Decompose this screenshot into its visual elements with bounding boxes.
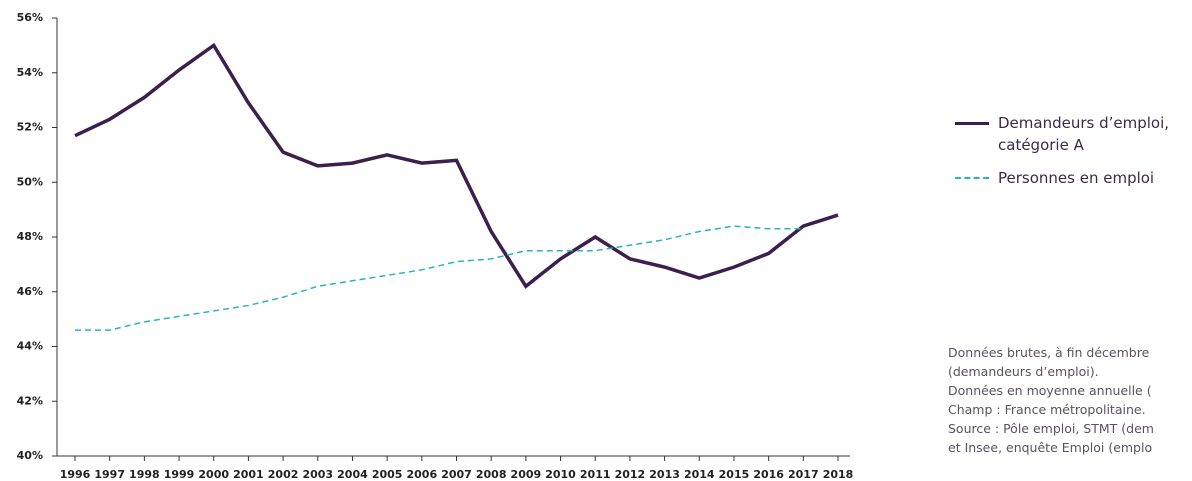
y-tick-label: 42% <box>17 394 43 407</box>
note-line: et Insee, enquête Emploi (emplo <box>948 440 1153 455</box>
series-line <box>75 225 804 331</box>
x-tick-label: 2016 <box>753 468 784 481</box>
note-line: Données brutes, à fin décembre <box>948 345 1150 360</box>
notes: Données brutes, à fin décembre (demandeur… <box>948 343 1154 457</box>
x-tick-label: 2012 <box>615 468 646 481</box>
legend-entry: Personnes en emploi <box>955 167 1178 189</box>
x-tick-label: 2002 <box>268 468 299 481</box>
x-tick-label: 2011 <box>580 468 611 481</box>
x-tick-label: 2009 <box>511 468 542 481</box>
x-tick-label: 2000 <box>198 468 229 481</box>
x-tick-label: 2015 <box>719 468 750 481</box>
x-tick-label: 2010 <box>545 468 576 481</box>
x-tick-label: 2018 <box>823 468 854 481</box>
x-tick-label: 2004 <box>337 468 368 481</box>
x-tick-label: 2001 <box>233 468 264 481</box>
note-line: (demandeurs d’emploi). <box>948 364 1099 379</box>
x-tick-label: 1998 <box>129 468 160 481</box>
note-line: Données en moyenne annuelle ( <box>948 383 1152 398</box>
y-tick-label: 52% <box>17 121 43 134</box>
x-tick-label: 1996 <box>60 468 91 481</box>
x-tick-label: 1997 <box>94 468 125 481</box>
legend-swatch <box>955 177 989 179</box>
y-tick-label: 44% <box>17 340 43 353</box>
x-tick-label: 2003 <box>302 468 333 481</box>
x-tick-label: 2014 <box>684 468 715 481</box>
note-line: Source : Pôle emploi, STMT (dem <box>948 421 1154 436</box>
x-tick-label: 2008 <box>476 468 507 481</box>
y-tick-label: 46% <box>17 285 43 298</box>
x-tick-label: 2017 <box>788 468 819 481</box>
x-tick-label: 2006 <box>407 468 438 481</box>
note-line: Champ : France métropolitaine. <box>948 402 1146 417</box>
y-tick-label: 56% <box>17 11 43 24</box>
y-tick-label: 50% <box>17 175 43 188</box>
legend-swatch <box>955 122 989 125</box>
x-tick-label: 2007 <box>441 468 472 481</box>
y-tick-label: 40% <box>17 449 43 462</box>
series-line <box>74 42 839 289</box>
y-tick-label: 54% <box>17 66 43 79</box>
x-tick-label: 2005 <box>372 468 403 481</box>
x-tick-label: 1999 <box>164 468 195 481</box>
legend-entry: Demandeurs d’emploi, catégorie A <box>955 112 1178 156</box>
y-tick-label: 48% <box>17 230 43 243</box>
legend-label: Personnes en emploi <box>998 169 1155 187</box>
x-tick-label: 2013 <box>649 468 680 481</box>
legend-label: Demandeurs d’emploi, catégorie A <box>998 114 1170 154</box>
